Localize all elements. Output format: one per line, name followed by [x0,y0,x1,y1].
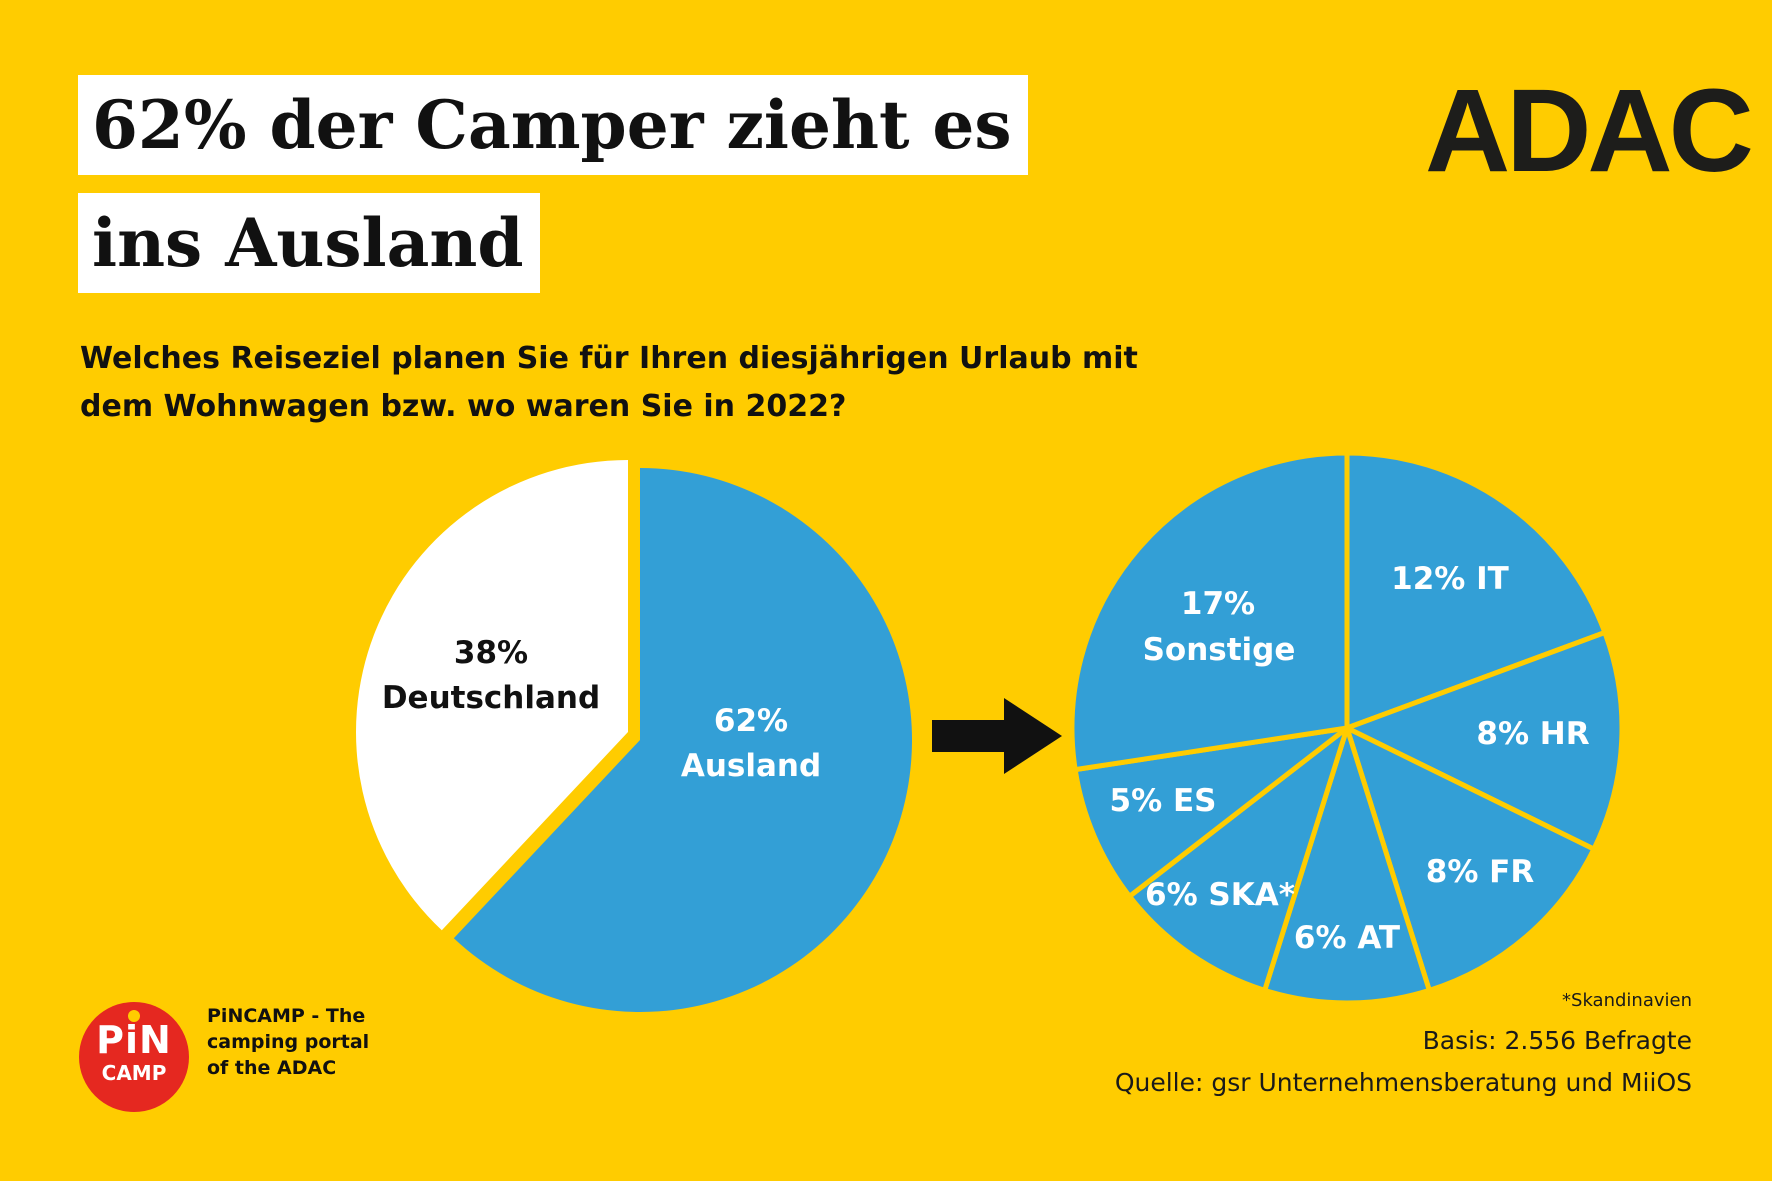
pincamp-caption: PiNCAMP - The camping portal of the ADAC [207,1003,397,1081]
pie-slice-fr [1344,725,1597,993]
footnote-basis: Basis: 2.556 Befragte [1422,1026,1692,1055]
pincamp-caption-line3: of the ADAC [207,1057,337,1079]
slice-label-at: 6% AT [1294,920,1400,956]
slice-label-deutschland-pct: 38% [454,635,528,671]
pincamp-caption-line2: camping portal [207,1031,370,1053]
slice-label-ausland-name: Ausland [681,748,821,784]
pie-chart-destinations [1069,450,1625,1006]
pincamp-logo: PiN CAMP [79,1002,189,1112]
footnote-skandinavien: *Skandinavien [1562,990,1692,1011]
slice-label-hr: 8% HR [1476,716,1589,752]
pie-slice-hr [1344,629,1625,852]
slice-label-deutschland-name: Deutschland [382,680,600,716]
pie-chart-domestic-vs-abroad [355,460,913,1013]
footnote-source: Quelle: gsr Unternehmensberatung und Mii… [1114,1068,1692,1097]
page-title-line2: ins Ausland [78,193,540,293]
slice-label-sonstige-pct: 17% [1181,586,1255,622]
page-title-line1: 62% der Camper zieht es [78,75,1028,175]
survey-question: Welches Reiseziel planen Sie für Ihren d… [80,341,1138,424]
pincamp-logo-pin: PiN [96,1018,172,1062]
slice-label-fr: 8% FR [1426,854,1535,890]
pincamp-logo-dot [128,1010,140,1022]
pie-slice-ausland [453,468,913,1013]
pie-slice-at [1262,725,1432,1006]
slice-label-es: 5% ES [1110,783,1217,819]
pie-slice-it [1344,450,1608,731]
pie-slice-ska [1127,725,1350,993]
pie-slice-sonstige [1069,450,1350,773]
slice-label-ska: 6% SKA* [1145,877,1295,913]
arrow-right-icon [932,698,1062,774]
slice-label-ausland-pct: 62% [714,703,788,739]
pie-slice-es [1072,725,1350,899]
pincamp-caption-line1: PiNCAMP - The [207,1005,366,1027]
pincamp-logo-camp: CAMP [101,1061,167,1085]
slice-label-sonstige-name: Sonstige [1143,632,1296,668]
slice-label-it: 12% IT [1391,561,1509,597]
pie-slice-deutschland [355,460,628,931]
